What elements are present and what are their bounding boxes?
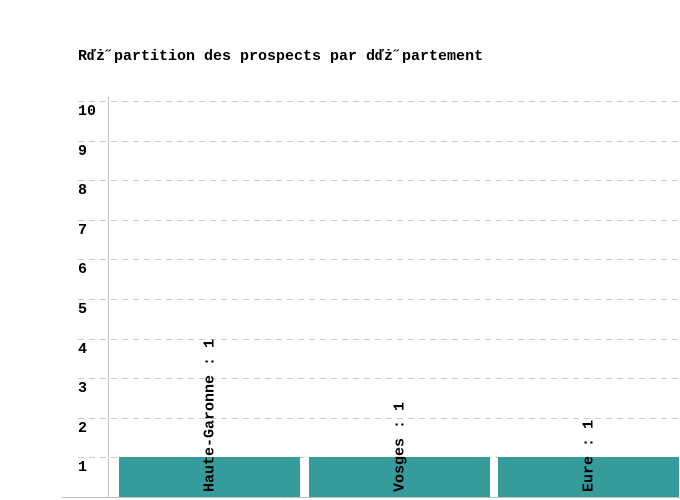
y-axis-tick-label: 2 — [78, 419, 88, 437]
gridline — [78, 378, 680, 380]
gridline — [78, 299, 680, 300]
y-axis-line — [108, 97, 109, 497]
gridline — [78, 180, 680, 182]
y-axis-tick-label: 6 — [78, 261, 88, 279]
bar-value-label: Vosges : 1 — [391, 401, 408, 492]
gridline — [78, 338, 680, 340]
bar-value-label: Eure : 1 — [580, 419, 597, 492]
y-axis-tick-label: 10 — [78, 103, 97, 120]
bar-haute-garonne — [119, 457, 300, 497]
y-axis-tick-label: 8 — [78, 182, 88, 200]
gridline — [78, 101, 680, 102]
y-axis-tick-label: 5 — [78, 301, 88, 318]
gridline — [78, 259, 680, 261]
gridline — [78, 219, 680, 221]
y-axis-tick-label: 1 — [78, 459, 88, 477]
chart-title: Rďż˝partition des prospects par dďż˝part… — [78, 48, 484, 65]
bar-eure — [498, 457, 679, 497]
gridline — [78, 417, 680, 419]
x-axis-line — [62, 497, 680, 498]
y-axis-tick-label: 4 — [78, 340, 88, 358]
gridline — [78, 140, 680, 142]
y-axis-tick-label: 9 — [78, 142, 88, 160]
bar-value-label: Haute-Garonne : 1 — [201, 338, 218, 492]
y-axis-tick-label: 3 — [78, 380, 88, 398]
y-axis-tick-label: 7 — [78, 221, 88, 239]
bar-vosges — [309, 457, 490, 497]
